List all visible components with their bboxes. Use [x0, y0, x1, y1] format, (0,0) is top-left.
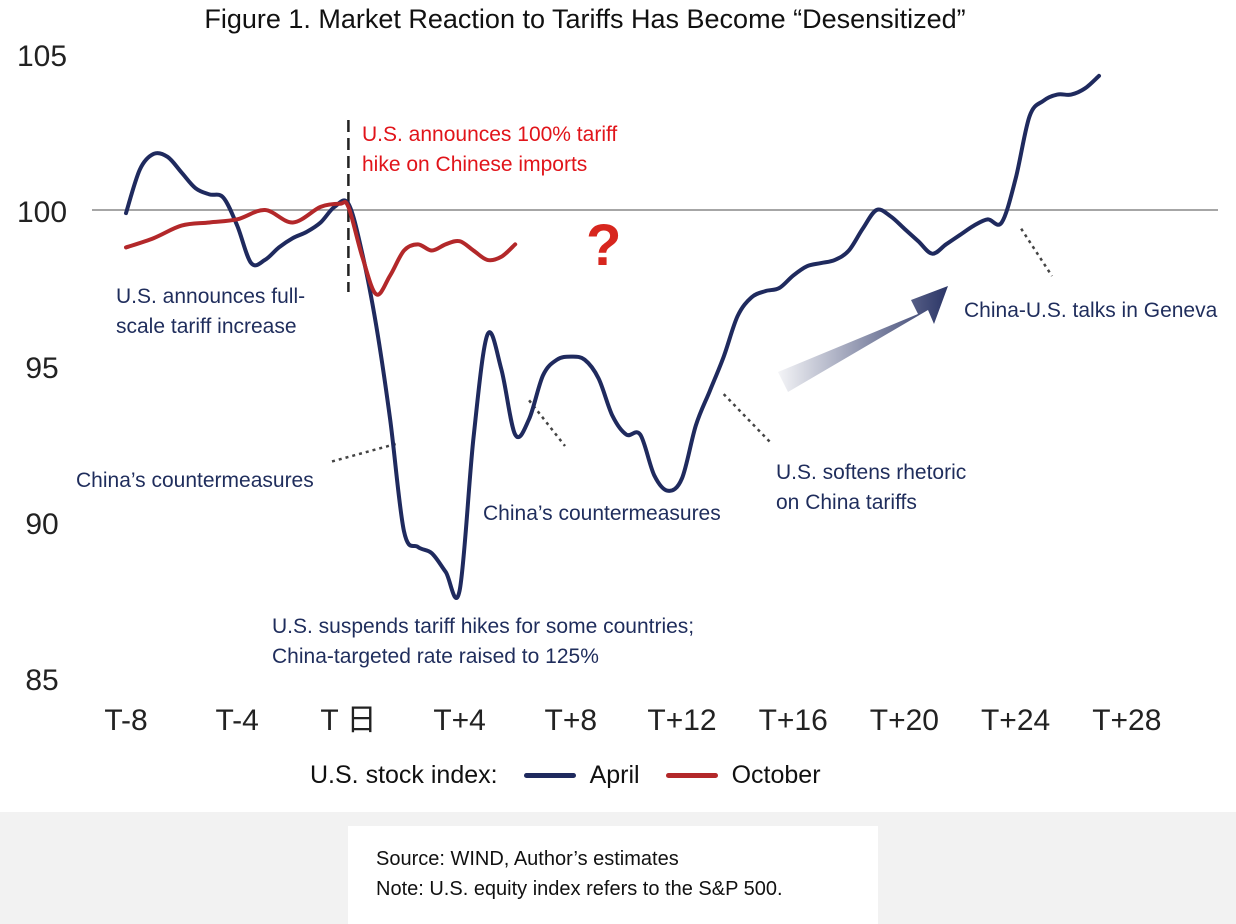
annotation-leader-line — [1020, 228, 1054, 277]
x-axis-ticks: T-8 T-4 T 日 T+4 T+8 T+12 T+16 T+20 T+24 T+28 — [104, 704, 1161, 737]
x-tick-label: T+28 — [1092, 704, 1161, 737]
y-tick-label: 90 — [25, 508, 58, 541]
legend-label: U.S. stock index: — [310, 760, 498, 789]
legend-text-october: October — [731, 760, 821, 789]
annotation-us-suspends: U.S. suspends tariff hikes for some coun… — [266, 610, 748, 674]
annotation-china-countermeasures-1: China’s countermeasures — [70, 464, 320, 498]
x-tick-label: T+20 — [870, 704, 939, 737]
y-tick-label: 95 — [25, 352, 58, 385]
annotation-line: China-targeted rate raised to 125% — [272, 645, 599, 668]
annotation-line: U.S. suspends tariff hikes for some coun… — [272, 615, 695, 638]
chart-area: 85 90 95 100 105 T-8 T-4 T 日 T+4 T+8 T+12 T+16 T+20… — [0, 0, 1236, 812]
line-chart: 85 90 95 100 105 T-8 T-4 T 日 T+4 T+8 T+12 T+16 T+20… — [17, 40, 1218, 737]
series-line-october — [124, 200, 518, 297]
x-tick-label: T-8 — [104, 704, 147, 737]
annotation-line: U.S. announces 100% tariff — [362, 123, 618, 146]
x-tick-label: T-4 — [216, 704, 259, 737]
annotation-line: scale tariff increase — [116, 315, 297, 338]
legend-item-october: October — [665, 760, 821, 790]
annotation-us-softens: U.S. softens rhetoric on China tariffs — [770, 456, 1012, 520]
annotation-line: on China tariffs — [776, 491, 917, 514]
x-tick-label: T+8 — [545, 704, 598, 737]
x-tick-label: T+4 — [433, 704, 486, 737]
annotation-china-countermeasures-2: China’s countermeasures — [477, 497, 727, 531]
y-tick-label: 105 — [17, 40, 67, 73]
chart-title: Figure 1. Market Reaction to Tariffs Has… — [204, 4, 966, 34]
x-tick-label: T+24 — [981, 704, 1050, 737]
annotation-leader-line — [329, 442, 396, 464]
legend-text-april: April — [589, 760, 640, 789]
annotation-line: U.S. announces full- — [116, 285, 306, 308]
x-tick-label: T+16 — [759, 704, 828, 737]
series-line-april — [124, 73, 1101, 601]
annotation-us-100-percent: U.S. announces 100% tariff hike on Chine… — [356, 118, 658, 182]
x-tick-label: T+12 — [647, 704, 716, 737]
note-text: Note: U.S. equity index refers to the S&… — [376, 878, 783, 900]
annotation-line: U.S. softens rhetoric — [776, 461, 967, 484]
series-layer — [124, 73, 1101, 601]
x-tick-label: T 日 — [320, 704, 376, 737]
source-note-box: Source: WIND, Author’s estimates Note: U… — [348, 826, 878, 924]
source-text: Source: WIND, Author’s estimates — [376, 848, 679, 870]
legend-swatch-october — [665, 772, 718, 778]
legend: U.S. stock index: April October — [296, 750, 868, 800]
annotation-leaders — [329, 228, 1054, 464]
y-tick-label: 100 — [17, 196, 67, 229]
y-axis-ticks: 85 90 95 100 105 — [17, 40, 67, 697]
legend-swatch-april — [523, 772, 576, 778]
annotation-geneva-talks: China-U.S. talks in Geneva — [958, 294, 1224, 328]
annotation-full-scale-increase: U.S. announces full- scale tariff increa… — [110, 280, 330, 344]
annotation-leader-line — [722, 393, 771, 443]
annotation-line: hike on Chinese imports — [362, 153, 588, 176]
y-tick-label: 85 — [25, 664, 58, 697]
question-mark: ? — [586, 213, 622, 278]
annotation-leader-line — [528, 399, 566, 447]
legend-item-april: April — [523, 760, 640, 790]
trend-arrow-icon — [778, 286, 948, 392]
